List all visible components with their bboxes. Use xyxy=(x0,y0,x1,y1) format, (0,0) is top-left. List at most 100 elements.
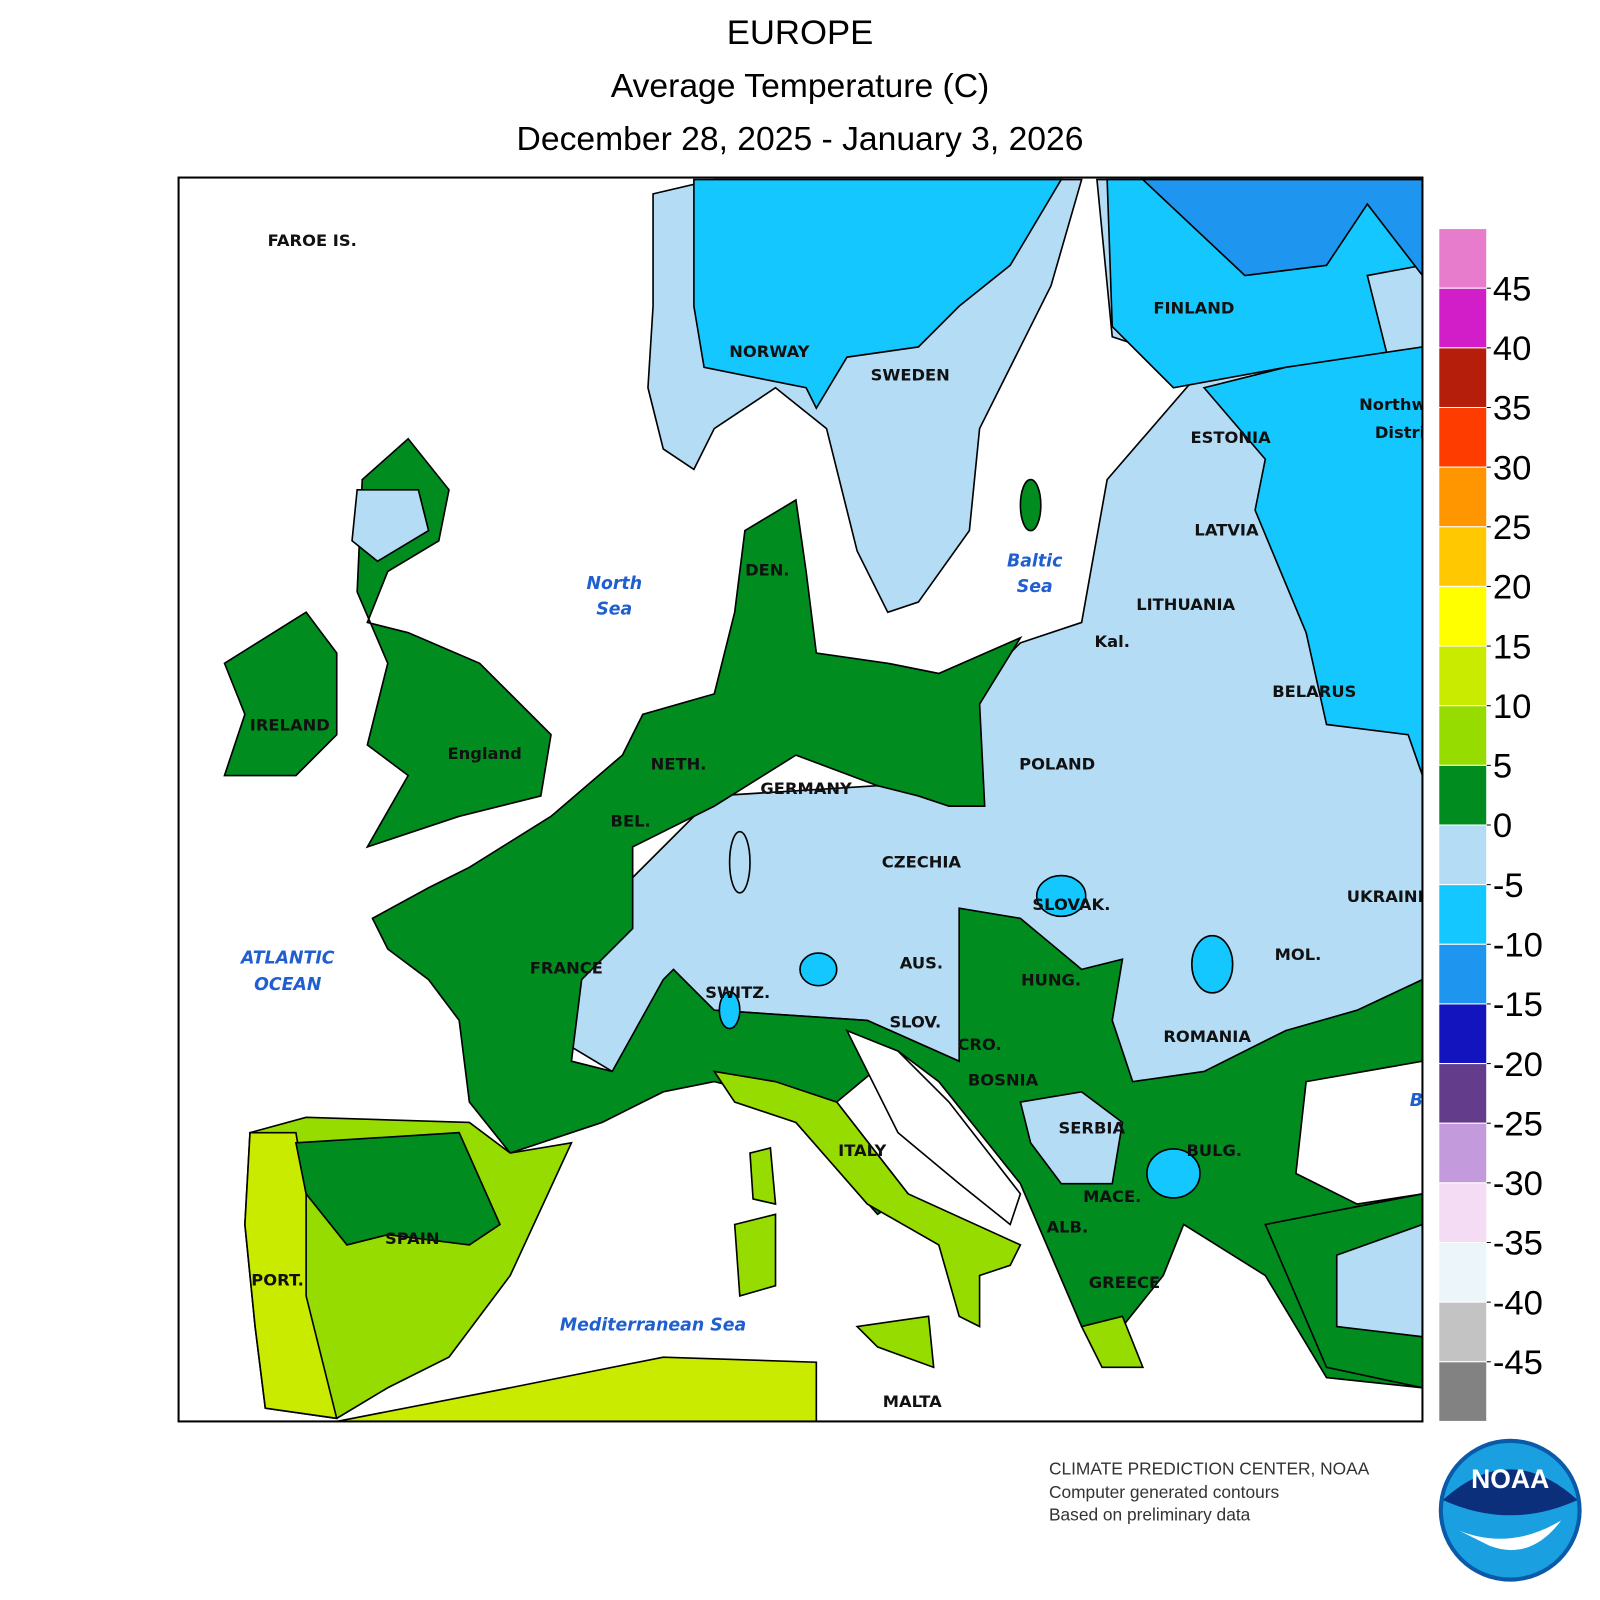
region xyxy=(294,1131,502,1246)
legend-swatch xyxy=(1438,347,1488,409)
legend-swatch xyxy=(1438,705,1488,766)
region xyxy=(733,1213,777,1297)
labels: FAROE IS. NORWAY SWEDEN FINLAND ESTONIA … xyxy=(250,231,1426,1411)
map: FAROE IS. NORWAY SWEDEN FINLAND ESTONIA … xyxy=(178,177,1426,1422)
legend-tick-label: -35 xyxy=(1493,1225,1543,1263)
legend-swatch xyxy=(1438,1361,1488,1422)
map-label: ALB. xyxy=(1047,1218,1089,1237)
sea-label: B xyxy=(1410,1091,1423,1111)
credit: CLIMATE PREDICTION CENTER, NOAA xyxy=(1049,1458,1370,1478)
map-label: SERBIA xyxy=(1059,1119,1126,1138)
legend: 45 40 35 30 25 20 15 10 5 0 -5 -10 -15 -20 -25 -30 -35 -4… xyxy=(1438,228,1543,1422)
logo-text: NOAA xyxy=(1471,1464,1549,1494)
sea-label: Baltic Sea xyxy=(1007,551,1063,597)
map-label: DEN. xyxy=(745,561,790,580)
region xyxy=(223,611,338,777)
legend-tick-label: 45 xyxy=(1493,270,1532,308)
legend-swatch xyxy=(1438,228,1488,289)
legend-tick-label: 40 xyxy=(1493,330,1532,368)
map-label: GERMANY xyxy=(760,779,852,798)
sea-labels: North Sea Baltic Sea ATLANTIC OCEAN Mediter… xyxy=(239,551,1423,1335)
legend-tick-label: -5 xyxy=(1493,867,1524,905)
map-label: FRANCE xyxy=(530,958,603,977)
region xyxy=(1146,1148,1201,1199)
map-label: LITHUANIA xyxy=(1136,595,1235,614)
map-label: FINLAND xyxy=(1153,298,1234,317)
region xyxy=(1140,178,1423,277)
region xyxy=(1191,934,1234,994)
legend-swatch xyxy=(1438,1301,1488,1363)
legend-tick-label: 10 xyxy=(1493,688,1532,726)
map-label: SLOV. xyxy=(889,1013,941,1032)
legend-swatch xyxy=(1438,1182,1488,1244)
legend-swatch xyxy=(1438,287,1488,349)
region xyxy=(1035,874,1087,918)
legend-swatch xyxy=(1438,1241,1488,1303)
legend-swatch xyxy=(1438,526,1488,587)
map-label: ESTONIA xyxy=(1190,428,1271,447)
legend-swatch xyxy=(1438,1122,1488,1184)
legend-swatch xyxy=(1438,943,1488,1005)
map-label: IRELAND xyxy=(250,716,330,735)
map-label: PORT. xyxy=(251,1271,304,1290)
legend-tick-label: -30 xyxy=(1493,1165,1543,1203)
map-label: SPAIN xyxy=(385,1229,440,1248)
map-label: GREECE xyxy=(1089,1273,1160,1292)
legend-tick-label: -45 xyxy=(1493,1344,1543,1382)
region xyxy=(728,830,751,894)
legend-tick-label: 20 xyxy=(1493,569,1532,607)
map-label: SWITZ. xyxy=(705,983,770,1002)
map-label: LATVIA xyxy=(1194,521,1259,540)
credit: Based on preliminary data xyxy=(1049,1504,1251,1524)
legend-swatch xyxy=(1438,466,1488,528)
region xyxy=(693,178,1063,410)
map-label: BULG. xyxy=(1186,1141,1242,1160)
map-label: SLOVAK. xyxy=(1032,895,1110,914)
map-label: Distri xyxy=(1375,423,1425,442)
map-label: CZECHIA xyxy=(882,852,962,871)
legend-tick-label: 25 xyxy=(1493,509,1532,547)
legend-tick-label: 15 xyxy=(1493,628,1532,666)
region xyxy=(351,488,430,563)
legend-tick-label: 35 xyxy=(1493,390,1532,428)
legend-tick-label: -25 xyxy=(1493,1105,1543,1143)
map-label: BEL. xyxy=(611,812,651,831)
legend-tick-label: -15 xyxy=(1493,986,1543,1024)
map-label: POLAND xyxy=(1019,754,1095,773)
map-label: England xyxy=(448,744,522,763)
credit: Computer generated contours xyxy=(1049,1482,1280,1502)
subtitle: Average Temperature (C) xyxy=(611,68,989,105)
map-label: BELARUS xyxy=(1272,682,1356,701)
map-label: SWEDEN xyxy=(871,366,950,385)
map-label: ITALY xyxy=(838,1141,886,1160)
legend-tick-label: -20 xyxy=(1493,1046,1543,1084)
legend-tick-label: 5 xyxy=(1493,748,1512,786)
map-label: MALTA xyxy=(883,1392,942,1411)
map-label: ROMANIA xyxy=(1163,1027,1251,1046)
map-label: BOSNIA xyxy=(968,1071,1039,1090)
map-label: MACE. xyxy=(1083,1187,1141,1206)
region xyxy=(1019,478,1042,532)
legend-tick-label: 30 xyxy=(1493,449,1532,487)
noaa-logo: NOAA xyxy=(1438,1438,1582,1582)
region xyxy=(712,1070,1022,1328)
sea-label: North Sea xyxy=(586,574,642,620)
legend-swatch xyxy=(1438,1063,1488,1124)
map-label: FAROE IS. xyxy=(268,231,357,250)
legend-tick-label: 0 xyxy=(1493,807,1512,845)
region xyxy=(855,1315,935,1369)
region xyxy=(749,1146,777,1206)
title: EUROPE xyxy=(727,14,874,52)
map-label: NETH. xyxy=(651,754,707,773)
legend-swatch xyxy=(1438,585,1488,647)
legend-swatch xyxy=(1438,824,1488,886)
region xyxy=(1202,346,1423,776)
legend-swatch xyxy=(1438,645,1488,707)
map-label: Northw xyxy=(1359,395,1426,414)
region xyxy=(336,1356,818,1422)
map-frame xyxy=(177,176,1424,1423)
map-label: NORWAY xyxy=(729,342,809,361)
region xyxy=(1335,1223,1423,1338)
region xyxy=(799,952,838,987)
